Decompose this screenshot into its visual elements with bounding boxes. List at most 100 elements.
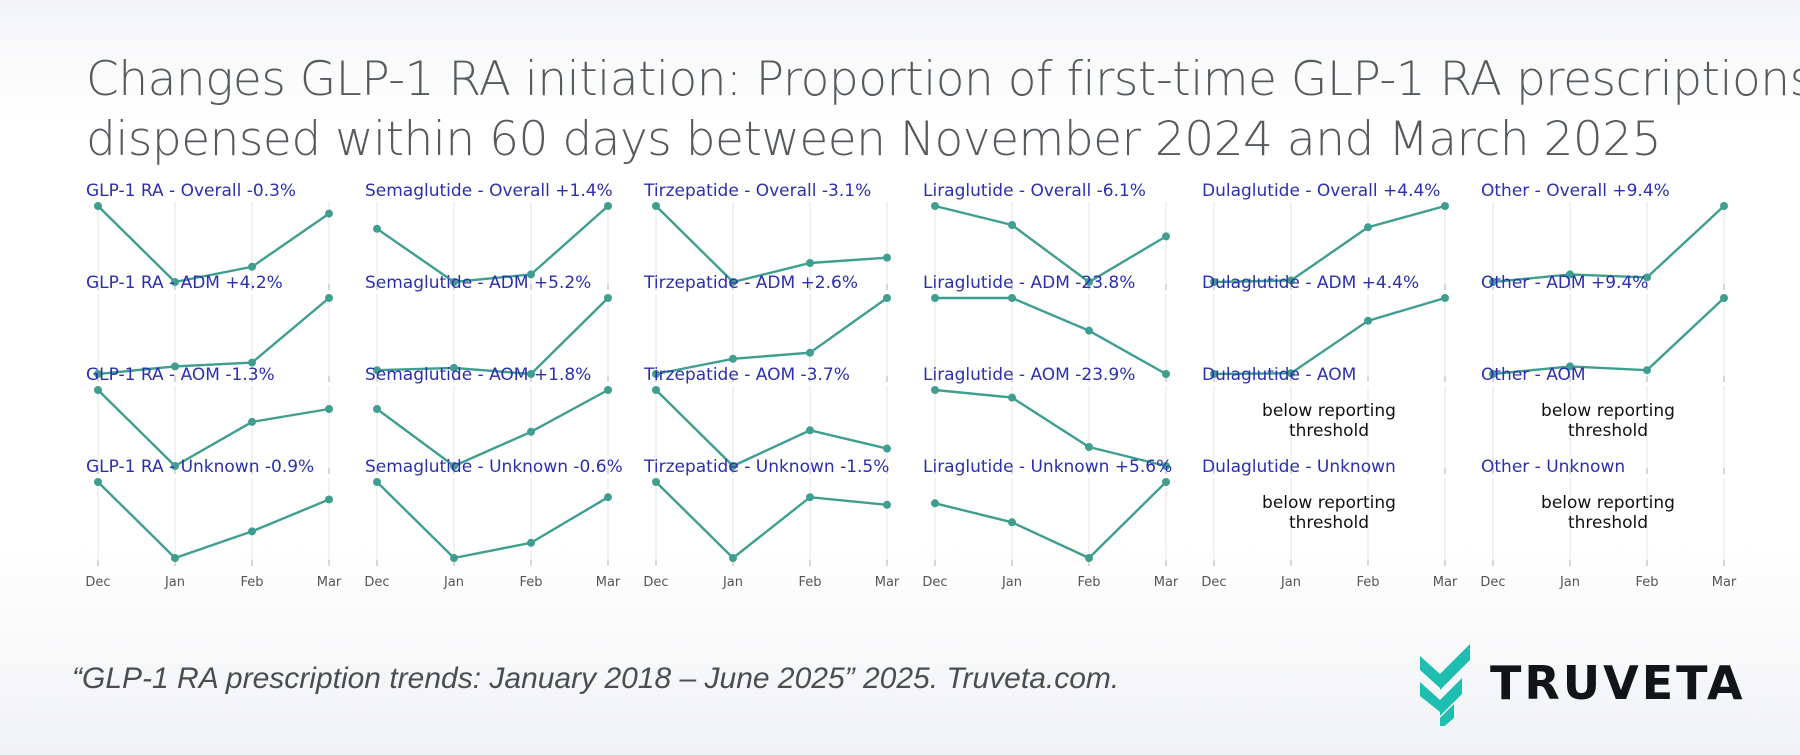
data-point — [325, 405, 333, 413]
x-tick-label: Feb — [519, 575, 542, 590]
data-point — [883, 253, 891, 262]
data-point — [450, 278, 458, 286]
data-point — [325, 294, 333, 302]
truveta-logo-icon — [1420, 644, 1470, 726]
below-threshold-note: below reporting — [1541, 401, 1675, 421]
x-tick-label: Dec — [85, 575, 110, 590]
series-line — [934, 388, 1167, 468]
data-point — [652, 202, 660, 210]
series-line — [934, 481, 1167, 560]
data-point — [806, 348, 814, 357]
data-point — [1162, 370, 1170, 378]
data-point — [1287, 276, 1295, 285]
data-point — [1489, 278, 1497, 286]
data-point — [1364, 223, 1372, 232]
x-tick-label: Feb — [1077, 575, 1100, 590]
panel-title: Dulaglutide - ADM +4.4% — [1202, 273, 1419, 293]
small-multiples-chart: GLP-1 RA - Overall -0.3% Semaglutide - Ov… — [85, 181, 1737, 590]
data-point — [171, 462, 179, 470]
x-tick-label: Mar — [1433, 575, 1458, 590]
x-tick-label: Jan — [1001, 575, 1022, 590]
data-point — [729, 278, 737, 286]
x-tick-label: Mar — [875, 575, 900, 590]
data-point — [527, 270, 535, 279]
data-point — [1364, 316, 1372, 325]
data-point — [883, 444, 891, 453]
panel-title: GLP-1 RA - AOM -1.3% — [86, 365, 275, 385]
x-tick-label: Jan — [1280, 575, 1301, 590]
data-point — [931, 202, 939, 210]
data-point — [931, 499, 939, 508]
title-line-2: dispensed within 60 days between Novembe… — [86, 112, 1662, 167]
panel-title: Other - Unknown — [1481, 457, 1625, 477]
data-point — [94, 370, 102, 378]
series-line — [655, 481, 888, 560]
x-tick-label: Dec — [922, 575, 947, 590]
data-point — [1085, 554, 1093, 562]
data-point — [248, 262, 256, 271]
data-point — [729, 354, 737, 363]
data-point — [373, 224, 381, 233]
below-threshold-note: threshold — [1289, 513, 1369, 533]
below-threshold-note: threshold — [1568, 421, 1648, 441]
data-point — [883, 500, 891, 509]
x-tick-label: Dec — [1201, 575, 1226, 590]
data-point — [1162, 478, 1170, 486]
panel-title: Tirzepatide - Unknown -1.5% — [643, 457, 889, 477]
data-point — [729, 554, 737, 562]
panel-title: Other - AOM — [1481, 365, 1586, 385]
data-point — [652, 478, 660, 486]
x-tick-label: Dec — [1480, 575, 1505, 590]
title-line-1: Changes GLP-1 RA initiation: Proportion … — [86, 52, 1800, 107]
data-point — [373, 478, 381, 486]
series-line — [1213, 296, 1446, 376]
data-point — [248, 358, 256, 367]
data-point — [248, 417, 256, 426]
x-tick-label: Feb — [1635, 575, 1658, 590]
data-point — [1085, 443, 1093, 451]
data-point — [1085, 278, 1093, 286]
data-point — [325, 495, 333, 504]
below-threshold-note: below reporting — [1262, 401, 1396, 421]
data-point — [1643, 273, 1651, 282]
x-tick-label: Dec — [364, 575, 389, 590]
data-point — [604, 386, 612, 394]
data-point — [94, 478, 102, 486]
data-point — [883, 294, 891, 302]
panel-title: Tirzepatide - AOM -3.7% — [643, 365, 850, 385]
data-point — [325, 209, 333, 218]
citation-text: “GLP-1 RA prescription trends: January 2… — [72, 662, 1120, 695]
data-point — [94, 202, 102, 210]
data-point — [94, 386, 102, 394]
series-line — [934, 204, 1167, 284]
series-line — [376, 297, 609, 376]
data-point — [604, 493, 612, 502]
panel-title: Dulaglutide - AOM — [1202, 365, 1356, 385]
panel-title: Liraglutide - Overall -6.1% — [923, 181, 1146, 201]
x-tick-label: Feb — [798, 575, 821, 590]
below-threshold-note: below reporting — [1262, 493, 1396, 513]
data-point — [171, 554, 179, 562]
data-point — [527, 538, 535, 547]
data-point — [806, 426, 814, 435]
data-point — [248, 527, 256, 536]
data-point — [450, 363, 458, 372]
series-line — [376, 388, 609, 468]
x-tick-label: Jan — [164, 575, 185, 590]
x-tick-label: Mar — [1712, 575, 1737, 590]
panel-title: Semaglutide - Overall +1.4% — [365, 181, 613, 201]
data-point — [1162, 462, 1170, 470]
series-line — [376, 205, 609, 284]
logo-wordmark: TRUVETA — [1490, 656, 1746, 710]
panel-title: Other - ADM +9.4% — [1481, 273, 1648, 293]
data-point — [604, 294, 612, 302]
x-tick-label: Mar — [596, 575, 621, 590]
data-point — [373, 405, 381, 413]
x-tick-label: Mar — [1154, 575, 1179, 590]
panel-title: Semaglutide - AOM +1.8% — [365, 365, 591, 385]
data-point — [931, 294, 939, 302]
data-point — [652, 386, 660, 394]
data-point — [1566, 362, 1574, 371]
panel-title: GLP-1 RA - ADM +4.2% — [86, 273, 283, 293]
data-point — [1566, 270, 1574, 279]
